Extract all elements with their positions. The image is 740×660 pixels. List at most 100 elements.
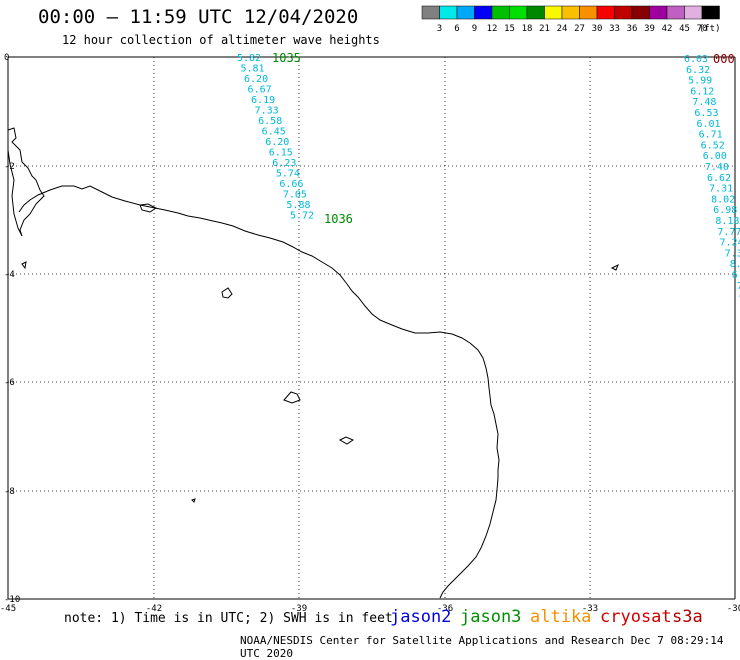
wave-height-value: 6.19 [251, 95, 275, 106]
coastline [7, 127, 619, 599]
x-tick-label: -30 [727, 604, 740, 614]
map-title: 00:00 – 11:59 UTC 12/04/2020 [38, 6, 359, 28]
y-tick-label: -2 [4, 162, 15, 172]
legend-swatch [474, 5, 493, 20]
legend-swatch [649, 5, 668, 20]
x-tick-label: -45 [0, 604, 16, 614]
legend-swatch [544, 5, 563, 20]
satellite-jason3-label: jason3 [460, 607, 522, 627]
map-grid: -45 -42 -39 -36 -33 -30 0 -2 -4 -6 -8 -10 [0, 53, 740, 614]
y-tick-label: 0 [4, 53, 9, 63]
legend-label: 39 [644, 24, 655, 34]
wave-height-value: 6.58 [258, 116, 282, 127]
legend-label: 21 [539, 24, 550, 34]
legend-label: 6 [454, 24, 459, 34]
wave-height-value: 6.20 [265, 137, 289, 148]
y-tick-label: -4 [4, 270, 15, 280]
wave-height-value: 6. [732, 270, 740, 281]
wave-height-value: 6.45 [262, 127, 286, 138]
wave-height-value: 6.98 [713, 205, 737, 216]
wave-height-value: 5.88 [286, 200, 310, 211]
wave-height-value: 5.74 [276, 169, 300, 180]
legend-swatch [631, 5, 650, 20]
y-tick-label: -6 [4, 378, 15, 388]
wave-height-value: 6.53 [694, 108, 718, 119]
legend-label: 3 [437, 24, 442, 34]
wave-height-value: 7.33 [255, 106, 279, 117]
wave-height-value: 6.32 [686, 65, 710, 76]
legend-swatch [491, 5, 510, 20]
wave-height-value: 6.67 [248, 85, 272, 96]
y-tick-label: -8 [4, 487, 15, 497]
legend-label: 24 [557, 24, 568, 34]
legend-swatch [666, 5, 685, 20]
wave-height-value: 6 [739, 292, 740, 303]
legend-label: 9 [472, 24, 477, 34]
track-start-time: 000 [713, 52, 735, 66]
wave-height-value: 7.3 [725, 248, 740, 259]
wave-height-value: 6.62 [707, 173, 731, 184]
legend-unit: (ft) [699, 24, 721, 34]
wave-height-value: 5.99 [688, 76, 712, 87]
wave-height-value: 8.02 [711, 194, 735, 205]
legend-swatch [596, 5, 615, 20]
legend-swatch [561, 5, 580, 20]
wave-height-value: 7 [737, 281, 740, 292]
island-4 [139, 203, 157, 213]
y-tick-label: -10 [4, 595, 20, 605]
map-subtitle: 12 hour collection of altimeter wave hei… [62, 33, 380, 47]
legend-swatch [614, 5, 633, 20]
legend-swatch [526, 5, 545, 20]
footer-note: note: 1) Time is in UTC; 2) SWH is in fe… [64, 611, 393, 626]
legend-label: 12 [487, 24, 498, 34]
x-tick-label: -33 [582, 604, 598, 614]
wave-height-value: 6.23 [272, 158, 296, 169]
wave-height-value: 6.12 [690, 86, 714, 97]
satellite-jason2-label: jason2 [390, 607, 452, 627]
coastline-peninsula [7, 127, 45, 237]
legend-swatch [456, 5, 475, 20]
wave-height-value: 8.18 [715, 216, 739, 227]
wave-height-value: 7.24 [719, 238, 740, 249]
legend-label: 45 [679, 24, 690, 34]
wave-height-value: 5.81 [240, 64, 264, 75]
coastline-mainland [18, 185, 500, 599]
wave-height-value: 6.15 [269, 148, 293, 159]
satellite-track-1: 5.825.816.206.676.197.336.586.456.206.15… [237, 51, 353, 226]
wave-height-value: 5.72 [290, 211, 314, 222]
island-6 [191, 498, 196, 503]
wave-height-value: 6.66 [279, 179, 303, 190]
wave-height-value: 6.71 [699, 130, 723, 141]
wave-height-value: 7.77 [717, 227, 740, 238]
wave-height-value: 7.40 [705, 162, 729, 173]
island-7 [21, 261, 27, 270]
wave-height-value: 6.00 [703, 151, 727, 162]
island-2 [283, 391, 301, 404]
color-legend: 3 6 9 12 15 18 21 24 27 30 33 36 39 42 45 70(ft) [421, 5, 721, 34]
legend-swatch [701, 5, 720, 20]
legend-label: 27 [574, 24, 585, 34]
wave-height-value: 7.05 [283, 190, 307, 201]
wave-height-value: 7.48 [692, 97, 716, 108]
legend-label: 30 [592, 24, 603, 34]
legend-label: 36 [627, 24, 638, 34]
satellite-s3a-label: s3a [672, 607, 703, 627]
island-3 [338, 436, 355, 445]
island-5 [610, 263, 619, 271]
x-tick-label: -42 [146, 604, 162, 614]
satellite-track-2: 6.036.325.996.127.486.536.016.716.526.00… [684, 52, 740, 303]
track-start-time: 1035 [272, 51, 301, 65]
legend-label: 33 [609, 24, 620, 34]
x-tick-label: -36 [437, 604, 453, 614]
island-1 [221, 287, 233, 299]
satellite-cryosat-label: cryosat [600, 607, 672, 627]
legend-swatch [509, 5, 528, 20]
credit-line: NOAA/NESDIS Center for Satellite Applica… [240, 634, 724, 660]
wave-height-value: 7.31 [709, 184, 733, 195]
legend-swatch [439, 5, 458, 20]
legend-label: 70 [697, 24, 708, 34]
wave-height-value: 6.20 [244, 74, 268, 85]
wave-height-value: 5.82 [237, 53, 261, 64]
legend-swatch [684, 5, 703, 20]
